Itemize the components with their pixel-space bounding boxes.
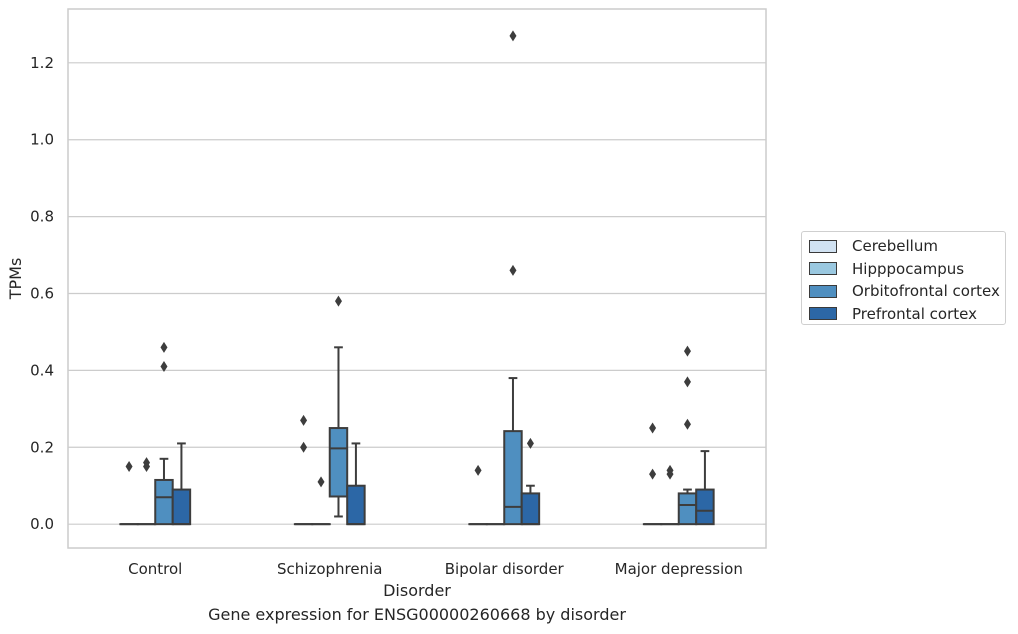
box-prefrontal-cortex [696, 490, 713, 525]
outlier-point [300, 442, 307, 453]
outlier-point [649, 423, 656, 434]
y-tick-label: 0.8 [30, 208, 54, 226]
x-tick-label: Schizophrenia [277, 560, 382, 578]
y-tick-label: 0.0 [30, 515, 54, 533]
box-prefrontal-cortex [522, 493, 539, 524]
x-tick-label: Bipolar disorder [445, 560, 565, 578]
gridlines [68, 63, 766, 524]
legend-label: Orbitofrontal cortex [852, 282, 1000, 300]
outlier-point [318, 476, 325, 487]
legend-swatch [809, 240, 837, 253]
box-prefrontal-cortex [347, 486, 364, 524]
y-tick-label: 0.4 [30, 361, 54, 379]
x-tick-label: Control [128, 560, 182, 578]
legend-item: Prefrontal cortex [809, 303, 1005, 326]
box-orbitofrontal-cortex [679, 493, 696, 524]
legend-swatch [809, 285, 837, 298]
y-axis-label: TPMs [6, 258, 25, 301]
outlier-point [649, 469, 656, 480]
tick-labels: 0.0 0.2 0.4 0.6 0.8 1.0 1.2 Control Schizophreni… [30, 54, 743, 578]
outlier-point [509, 30, 516, 41]
plot-area-frame [68, 9, 766, 548]
outlier-point [335, 296, 342, 307]
y-tick-label: 0.6 [30, 284, 54, 302]
box-marks [120, 30, 713, 524]
figure-caption: Gene expression for ENSG00000260668 by d… [0, 605, 834, 624]
outlier-point [684, 376, 691, 387]
box-orbitofrontal-cortex [504, 431, 521, 524]
legend-item: Hipppocampus [809, 258, 1005, 281]
legend-item: Cerebellum [809, 235, 1005, 258]
legend-label: Hipppocampus [852, 260, 964, 278]
box-orbitofrontal-cortex [330, 428, 347, 496]
legend-swatch [809, 307, 837, 320]
x-axis-label: Disorder [383, 581, 451, 600]
box-prefrontal-cortex [173, 490, 190, 525]
box-orbitofrontal-cortex [155, 480, 172, 524]
y-tick-label: 0.2 [30, 438, 54, 456]
outlier-point [160, 342, 167, 353]
outlier-point [126, 461, 133, 472]
legend-label: Cerebellum [852, 237, 938, 255]
y-tick-label: 1.2 [30, 54, 54, 72]
outlier-point [509, 265, 516, 276]
outlier-point [684, 346, 691, 357]
outlier-point [475, 465, 482, 476]
legend-label: Prefrontal cortex [852, 305, 977, 323]
legend-item: Orbitofrontal cortex [809, 280, 1005, 303]
legend-swatch [809, 262, 837, 275]
outlier-point [300, 415, 307, 426]
y-tick-label: 1.0 [30, 131, 54, 149]
legend: Cerebellum Hipppocampus Orbitofrontal cort… [801, 231, 1006, 325]
outlier-point [684, 419, 691, 430]
x-tick-label: Major depression [615, 560, 743, 578]
